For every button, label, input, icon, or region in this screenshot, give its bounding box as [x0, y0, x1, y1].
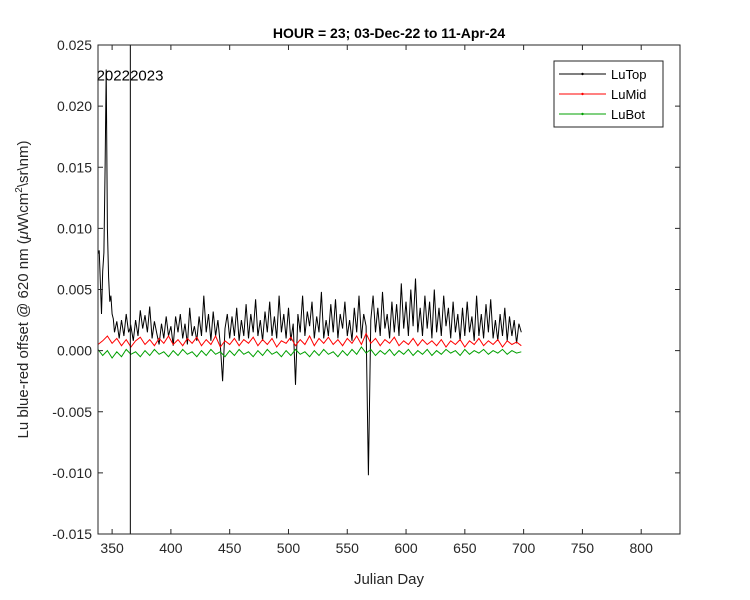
x-tick-label: 550	[336, 540, 360, 556]
legend: LuTop LuMid LuBot	[553, 60, 664, 128]
y-tick-label: 0.005	[57, 282, 92, 298]
year-label-layer: 2022 2023	[97, 68, 164, 85]
series-line-lubot	[97, 346, 522, 359]
legend-marker-lutop	[581, 72, 584, 76]
y-tick-label: 0.025	[57, 37, 92, 53]
y-tick-label: 0.000	[57, 343, 92, 359]
series-line-lutop	[97, 69, 522, 476]
x-tick-label: 750	[571, 540, 595, 556]
x-axis-label: Julian Day	[354, 571, 425, 588]
y-tick-label: -0.015	[52, 526, 92, 542]
y-axis-label-superscript: 2	[14, 187, 25, 193]
y-axis-label-mu: μ	[15, 231, 32, 240]
legend-marker-lumid	[581, 92, 584, 96]
x-tick-label: 700	[512, 540, 536, 556]
legend-label-lubot: LuBot	[611, 107, 645, 122]
legend-marker-lubot	[581, 112, 584, 116]
legend-label-lumid: LuMid	[611, 87, 646, 102]
x-tick-layer: 350 400 450 500 550 600 650 700 750 800	[100, 45, 653, 556]
chart-title: HOUR = 23; 03-Dec-22 to 11-Apr-24	[273, 25, 505, 41]
y-tick-label: 0.020	[57, 98, 92, 114]
y-axis-label-main: Lu blue-red offset @ 620 nm (	[15, 239, 32, 438]
x-tick-label: 650	[453, 540, 477, 556]
y-axis-label-unit-b: \sr\nm)	[15, 140, 32, 187]
y-axis-label-unit-a: W\cm	[15, 193, 32, 231]
y-tick-label: 0.010	[57, 220, 92, 236]
x-tick-label: 800	[630, 540, 654, 556]
x-tick-label: 400	[159, 540, 183, 556]
y-tick-label: -0.005	[52, 404, 92, 420]
series-line-lumid	[97, 332, 522, 348]
x-tick-label: 500	[277, 540, 301, 556]
x-tick-label: 450	[218, 540, 242, 556]
x-tick-label: 350	[100, 540, 124, 556]
x-tick-label: 600	[394, 540, 418, 556]
series-layer	[97, 69, 522, 476]
y-tick-layer: -0.015 -0.010 -0.005 0.000 0.005 0.010 0.015 0.…	[52, 37, 680, 542]
legend-label-lutop: LuTop	[611, 67, 646, 82]
y-axis-label: Lu blue-red offset @ 620 nm (μW\cm2\sr\n…	[14, 140, 32, 438]
year-label-2023: 2023	[130, 68, 163, 85]
y-tick-label: -0.010	[52, 465, 92, 481]
y-tick-label: 0.015	[57, 159, 92, 175]
year-label-2022: 2022	[97, 68, 130, 85]
